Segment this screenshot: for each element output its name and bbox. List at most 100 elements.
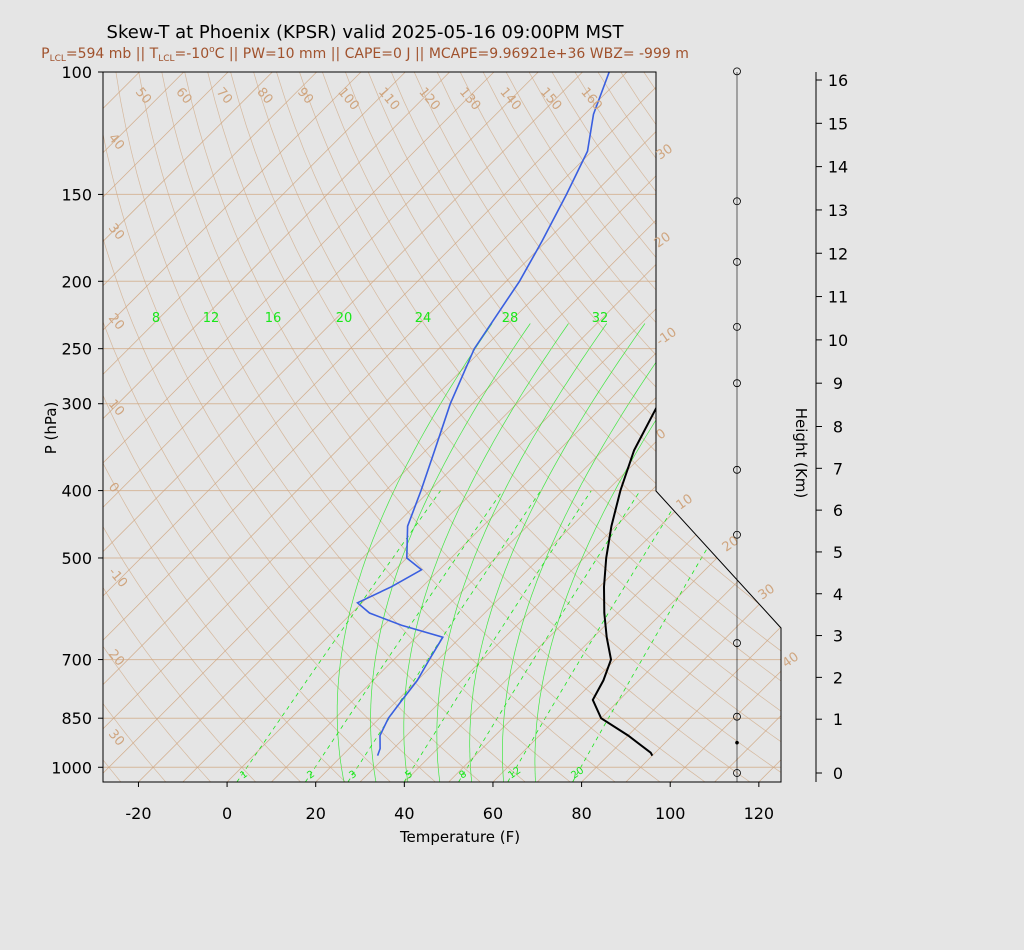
moist-adiabat	[336, 323, 493, 782]
isotherm-line	[847, 72, 1024, 782]
plot-border	[102, 71, 782, 783]
isotherm-line	[103, 72, 362, 782]
moist-adiabat	[534, 323, 722, 782]
wind-barbs	[733, 67, 741, 782]
isotherm-label-left: 30	[105, 221, 127, 243]
dry-adiabat	[413, 72, 781, 782]
tlcl-sub: LCL	[158, 54, 174, 64]
dry-adiabat	[103, 72, 346, 782]
isotherm-line	[103, 72, 317, 782]
pressure-axis-label: P (hPa)	[42, 402, 60, 455]
dry-adiabat	[620, 72, 781, 782]
temperature-tick-label: 20	[306, 804, 326, 823]
wind-barb-circle	[733, 639, 741, 647]
dry-adiabat	[0, 72, 76, 782]
mixing-ratio-label-bottom: 3	[347, 769, 359, 782]
mixing-ratio-label-top: 16	[265, 311, 282, 326]
isotherm-line	[714, 72, 781, 782]
pressure-tick-label: 100	[61, 63, 92, 82]
dry-adiabat	[322, 72, 781, 782]
wind-barb-circle	[733, 712, 741, 721]
mixing-ratio-lines	[236, 323, 743, 782]
isotherm-line	[271, 72, 781, 782]
height-tick-label: 0	[833, 764, 843, 783]
dry-adiabat	[505, 72, 781, 782]
temperature-tick-label: 120	[744, 804, 775, 823]
dry-adiabat	[161, 72, 661, 782]
isotherm-line	[448, 72, 781, 782]
mixing-ratio-line	[572, 490, 743, 782]
pressure-tick-label: 850	[61, 709, 92, 728]
mixing-ratio-line	[458, 490, 641, 782]
isotherm-label-right: 30	[756, 581, 778, 603]
chart-title: Skew-T at Phoenix (KPSR) valid 2025-05-1…	[107, 22, 625, 43]
isotherm-label: 100	[334, 85, 361, 114]
isotherm-line	[103, 72, 406, 782]
isotherm-line	[103, 72, 450, 782]
isotherm-line	[669, 72, 781, 782]
isotherm-line	[103, 72, 495, 782]
mixing-ratio-label-top: 24	[415, 311, 432, 326]
dry-adiabat	[103, 72, 211, 782]
temperature-tick-label: 100	[655, 804, 686, 823]
dry-adiabat	[207, 72, 751, 782]
isotherm-label: 150	[537, 85, 564, 114]
isotherm-label-left: 20	[105, 311, 127, 333]
isotherm-line	[103, 72, 672, 782]
isotherm-label-left: -10	[105, 565, 130, 591]
temperature-trace	[591, 72, 781, 757]
dry-adiabat	[103, 72, 256, 782]
height-tick-label: 15	[828, 114, 848, 133]
isotherm-line	[103, 72, 273, 782]
isotherm-label-left: 40	[105, 131, 127, 153]
wind-barb-circle	[733, 379, 741, 388]
temperature-axis-label: Temperature (F)	[399, 828, 520, 846]
dry-adiabat	[184, 72, 706, 782]
isotherm-line	[492, 72, 781, 782]
isotherm-line	[315, 72, 781, 782]
temperature-axis: -20 0 20 40 60 80 100 120	[125, 782, 774, 823]
height-tick-label: 1	[833, 710, 843, 729]
isotherm-line	[625, 72, 781, 782]
temperature-tick-label: 40	[394, 804, 414, 823]
mixing-ratio-label-bottom: 8	[457, 769, 469, 782]
dry-adiabat	[367, 72, 781, 782]
dry-adiabat	[115, 72, 571, 782]
dry-adiabat	[345, 72, 781, 782]
pressure-axis: 100 150 200 250 300 400 500 700 850 1000	[51, 63, 103, 777]
pressure-tick-label: 1000	[51, 758, 92, 777]
mixing-ratio-labels: 8 12 16 20 24 28 321 2 3 5 8 12 20	[152, 311, 608, 781]
mixing-ratio-line	[347, 490, 542, 782]
dry-adiabat	[103, 72, 301, 782]
mixing-ratio-label-top: 8	[152, 311, 160, 326]
dry-adiabat	[299, 72, 781, 782]
height-axis-label: Height (Km)	[792, 408, 810, 499]
pressure-tick-label: 500	[61, 549, 92, 568]
isotherm-label: 50	[132, 85, 154, 107]
moist-adiabat	[502, 323, 684, 782]
plcl-prefix: P	[41, 46, 49, 62]
dry-adiabat	[103, 72, 481, 782]
isotherm-label-right: 30	[654, 141, 676, 163]
isotherm-label-left: 10	[105, 397, 127, 419]
isotherm-line	[581, 72, 781, 782]
pressure-tick-label: 150	[61, 185, 92, 204]
mixing-ratio-label-bottom: 1	[238, 769, 250, 782]
height-tick-label: 7	[833, 459, 843, 478]
height-tick-label: 8	[833, 418, 843, 437]
dry-adiabat	[230, 72, 781, 782]
chart-subtitle: PLCL=594 mb || TLCL=-10oC || PW=10 mm ||…	[41, 45, 689, 64]
dry-adiabat	[390, 72, 781, 782]
isotherm-line	[103, 72, 140, 782]
pressure-tick-label: 300	[61, 395, 92, 414]
isotherm-line	[103, 72, 583, 782]
height-tick-label: 12	[828, 244, 848, 263]
isotherm-line	[936, 72, 1024, 782]
height-tick-label: 9	[833, 374, 843, 393]
height-tick-label: 2	[833, 668, 843, 687]
isotherm-line	[404, 72, 781, 782]
height-tick-label: 4	[833, 585, 843, 604]
mixing-ratio-label-top: 20	[336, 311, 353, 326]
mixing-ratio-label-bottom: 5	[403, 769, 415, 782]
plcl-val: =594 mb || T	[66, 46, 159, 62]
